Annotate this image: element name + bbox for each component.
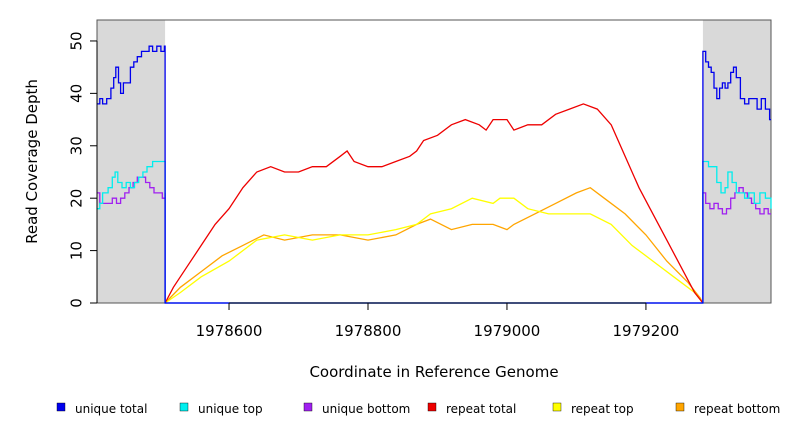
legend: unique total unique top unique bottom repea… <box>56 402 780 416</box>
legend-label-unique-total: unique total <box>75 402 147 416</box>
series-line-repeat-total <box>164 103 704 304</box>
y-tick-label: 40 <box>67 84 85 103</box>
series-line-unique-top <box>97 160 772 304</box>
y-tick-label: 0 <box>67 298 85 308</box>
x-tick-label: 1978600 <box>196 322 263 340</box>
x-tick-label: 1978800 <box>335 322 402 340</box>
plot-frame <box>96 19 772 304</box>
y-tick-label: 30 <box>67 136 85 155</box>
x-tick-label: 1979000 <box>474 322 541 340</box>
x-tick-label: 1979200 <box>613 322 680 340</box>
y-axis: 0 10 20 30 40 50 <box>67 31 98 308</box>
series-line-unique-bottom <box>97 176 771 304</box>
series-layer <box>97 45 772 304</box>
x-axis-title: Coordinate in Reference Genome <box>309 363 558 381</box>
legend-label-repeat-top: repeat top <box>571 402 634 416</box>
series-line-unique-total <box>97 45 771 304</box>
flanking-region-shading <box>97 20 771 303</box>
x-axis: 1978600 1978800 1979000 1979200 <box>196 302 680 340</box>
legend-swatch-repeat-top <box>552 402 562 412</box>
legend-swatch-unique-bottom <box>303 402 313 412</box>
legend-swatch-unique-top <box>179 402 189 412</box>
y-tick-label: 50 <box>67 31 85 50</box>
legend-label-unique-bottom: unique bottom <box>322 402 410 416</box>
legend-label-repeat-bottom: repeat bottom <box>694 402 780 416</box>
legend-label-repeat-total: repeat total <box>446 402 516 416</box>
series-line-repeat-top <box>164 197 704 304</box>
y-axis-title: Read Coverage Depth <box>23 79 41 244</box>
legend-swatch-repeat-bottom <box>675 402 685 412</box>
legend-swatch-repeat-total <box>427 402 437 412</box>
y-tick-label: 20 <box>67 189 85 208</box>
legend-label-unique-top: unique top <box>198 402 263 416</box>
legend-swatch-unique-total <box>56 402 66 412</box>
series-line-repeat-bottom <box>164 186 704 304</box>
shaded-region-1 <box>702 20 771 303</box>
y-tick-label: 10 <box>67 241 85 260</box>
